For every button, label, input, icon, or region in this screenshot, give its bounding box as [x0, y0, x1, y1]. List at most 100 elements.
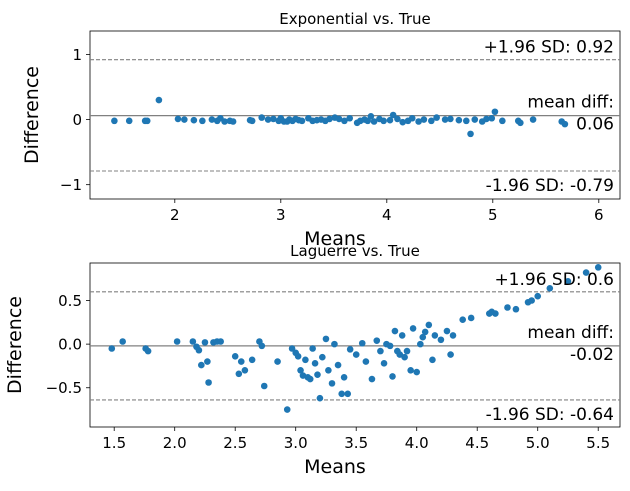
data-point [248, 117, 256, 125]
data-point [370, 118, 378, 125]
y-tick-label: −0.5 [46, 379, 82, 397]
data-point [425, 321, 433, 329]
data-point [316, 394, 324, 402]
data-point [488, 114, 496, 122]
data-point [341, 117, 348, 125]
data-point [409, 325, 417, 332]
data-point [111, 117, 118, 125]
data-point [483, 115, 490, 123]
data-point [373, 337, 381, 344]
data-point [144, 347, 152, 355]
data-point [235, 370, 243, 378]
data-point [362, 358, 370, 365]
data-point [391, 327, 399, 335]
data-point [396, 351, 404, 358]
data-point [314, 371, 321, 378]
data-point [340, 373, 348, 381]
data-point [403, 347, 411, 355]
y-axis-label: Difference [4, 296, 26, 394]
data-point [417, 340, 424, 348]
data-point [386, 116, 394, 124]
data-point [346, 346, 354, 353]
y-tick-label: −1 [60, 176, 82, 194]
x-axis-label: Means [304, 456, 366, 478]
x-tick-label: 5 [488, 206, 498, 224]
x-tick-label: 4.0 [405, 434, 429, 452]
data-point [467, 130, 474, 138]
data-point [258, 342, 266, 350]
data-point [335, 115, 343, 123]
data-point [447, 351, 454, 358]
data-point [449, 332, 457, 339]
data-point [174, 115, 182, 123]
data-point [386, 342, 394, 350]
data-point [311, 360, 319, 367]
data-point [399, 118, 407, 126]
data-point [528, 297, 535, 304]
data-point [389, 373, 396, 380]
data-point [274, 358, 281, 365]
data-point [408, 114, 416, 122]
data-point [594, 264, 602, 271]
x-tick-label: 3 [276, 206, 286, 224]
mean-diff-value: -0.02 [570, 345, 614, 365]
y-tick-label: 1 [72, 46, 82, 64]
data-point [297, 366, 304, 374]
data-point [561, 120, 569, 128]
mean-diff-label: mean diff: [527, 323, 614, 343]
data-point [517, 119, 524, 127]
chart-panel-1: Exponential vs. True +1.96 SD: 0.92 mean d… [21, 10, 621, 250]
data-point [201, 339, 209, 346]
data-point [231, 353, 239, 360]
data-point [309, 345, 316, 352]
data-point [529, 116, 537, 123]
data-point [190, 116, 198, 124]
data-point [467, 314, 475, 322]
x-tick-label: 4.5 [465, 434, 489, 452]
data-point [298, 117, 306, 125]
data-point [155, 96, 163, 104]
data-point [443, 327, 451, 335]
data-point [181, 116, 188, 123]
data-point [288, 345, 296, 352]
upper-loa-label: +1.96 SD: 0.92 [484, 38, 614, 58]
data-point [241, 366, 249, 374]
data-point [326, 115, 333, 123]
data-point [512, 305, 520, 313]
data-point [221, 118, 228, 125]
data-point [331, 340, 338, 348]
data-point [407, 366, 414, 374]
data-point [492, 310, 499, 317]
data-point [401, 353, 408, 361]
data-point [229, 118, 237, 125]
data-point [380, 360, 388, 367]
data-point [437, 336, 445, 344]
y-axis-label: Difference [21, 66, 43, 164]
x-tick-label: 5.0 [526, 434, 550, 452]
y-tick-label: 0 [72, 111, 82, 129]
data-point [491, 108, 499, 116]
data-point [459, 316, 466, 324]
data-point [471, 116, 479, 123]
y-tick-label: 0.0 [58, 336, 82, 354]
data-point [319, 353, 326, 361]
mean-diff-label: mean diff: [527, 93, 614, 113]
x-tick-label: 2 [170, 206, 180, 224]
data-point [389, 111, 397, 119]
data-point [455, 116, 463, 124]
data-point [358, 339, 366, 347]
data-point [205, 379, 212, 386]
data-point [325, 366, 332, 374]
data-point [248, 356, 256, 364]
data-point [398, 332, 406, 339]
chart-title: Laguerre vs. True [290, 242, 420, 260]
data-point [582, 269, 590, 276]
data-point [328, 380, 336, 387]
x-tick-label: 4 [382, 206, 392, 224]
x-tick-label: 5.5 [586, 434, 610, 452]
data-point [198, 361, 205, 369]
plot-frame [89, 30, 621, 200]
data-point [189, 338, 197, 345]
data-point [204, 358, 211, 365]
data-point [302, 356, 309, 364]
